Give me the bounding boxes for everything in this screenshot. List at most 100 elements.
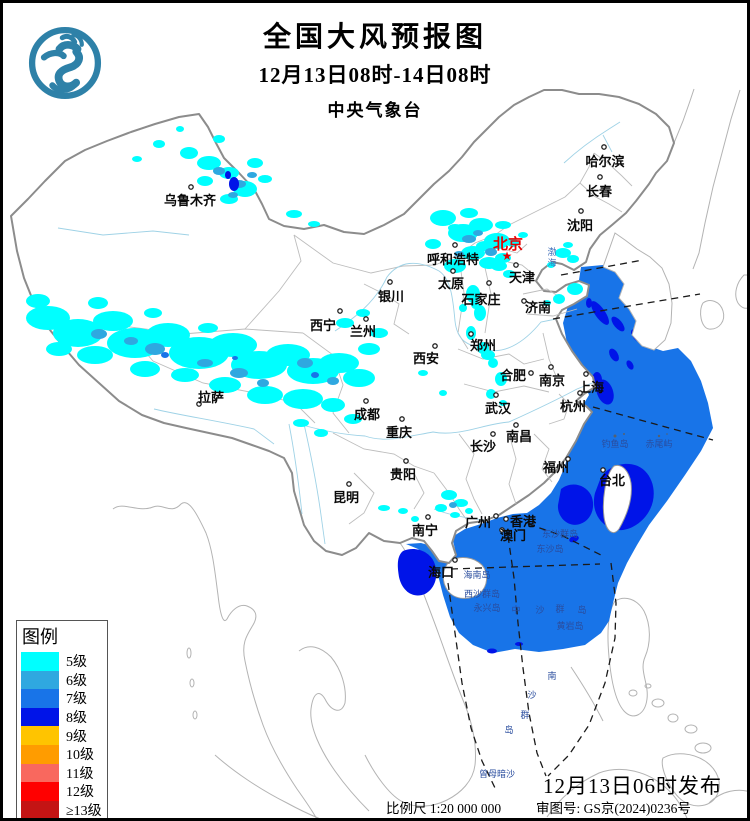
city-label: 乌鲁木齐: [164, 193, 217, 208]
city-label: 南昌: [506, 429, 532, 444]
sea-labels: 渤海钓鱼岛 赤尾屿东沙群岛东沙岛海南岛西沙群岛永兴岛中沙群岛黄岩岛南沙群岛曾母暗沙: [463, 246, 672, 779]
legend-item: ≥13级: [21, 800, 107, 818]
city-label: 澳门: [500, 528, 526, 543]
korea-outline: [602, 232, 673, 351]
sea-label: 永兴岛: [473, 602, 500, 613]
city-label: 昆明: [333, 490, 359, 505]
small-islets: [613, 433, 668, 438]
city-dot: [513, 422, 519, 428]
forecast-period: 12月13日08时-14日08时: [258, 63, 492, 87]
map-scale: 比例尺 1:20 000 000: [386, 801, 502, 816]
taiwan-island: [602, 464, 632, 533]
city-label: 银川: [378, 289, 404, 304]
legend-label: 6级: [66, 673, 87, 689]
map-approval-number: 审图号: GS京(2024)0236号: [536, 801, 691, 816]
legend-box: 图例 5级 6级 7级 8级 9级 10级 11级 12级 ≥13级: [16, 620, 108, 818]
city-label: 贵阳: [390, 467, 416, 482]
city-marker: 长春: [586, 174, 613, 199]
sea-label: 群: [555, 603, 564, 614]
city-label: 武汉: [485, 401, 512, 416]
sea-label: 东沙岛: [536, 543, 563, 554]
city-label: 福州: [542, 460, 569, 475]
foreign-coastlines: [112, 88, 747, 818]
sea-label: 渤海: [547, 246, 556, 268]
city-dot: [363, 316, 369, 322]
city-label: 郑州: [470, 338, 496, 353]
city-dot: [346, 481, 352, 487]
city-label: 南宁: [412, 523, 438, 538]
city-marker: 武汉: [485, 392, 512, 416]
cma-logo: [23, 21, 107, 105]
sea-label: 岛: [577, 604, 586, 615]
city-marker: 海口: [428, 557, 458, 580]
legend-swatch: [21, 782, 59, 801]
legend-item: 10级: [21, 744, 107, 764]
city-dot: [597, 174, 603, 180]
city-marker: 南宁: [412, 514, 438, 538]
city-marker: 福州: [542, 456, 571, 475]
city-marker: 重庆: [386, 416, 412, 440]
sea-label: 海南岛: [463, 569, 490, 580]
issue-time: 12月13日06时发布: [543, 774, 722, 798]
city-label: 西安: [413, 351, 439, 366]
sea-label: 中: [511, 604, 520, 615]
city-marker: 南京: [539, 364, 565, 388]
city-label: 长沙: [470, 439, 496, 454]
city-dot: [196, 401, 202, 407]
capital-star-icon: ★: [502, 249, 513, 263]
city-label: 南京: [539, 373, 565, 388]
city-label: 天津: [509, 270, 535, 285]
city-marker: 兰州: [350, 316, 376, 339]
agency-name: 中央气象台: [327, 101, 423, 120]
page-title: 全国大风预报图: [262, 22, 487, 53]
city-dot: [337, 308, 343, 314]
legend-item: 11级: [21, 763, 107, 783]
city-dot: [363, 398, 369, 404]
city-dot: [583, 371, 589, 377]
sea-label: 黄岩岛: [556, 620, 583, 631]
city-label: 合肥: [500, 368, 526, 383]
legend-swatch: [21, 763, 59, 783]
capital-marker: ★北京: [493, 235, 523, 263]
city-marker: 拉萨: [196, 390, 224, 407]
legend-label: 11级: [66, 766, 94, 782]
city-marker: 石家庄: [460, 280, 501, 307]
maritime-dashed-lines: [447, 259, 714, 791]
city-label: 哈尔滨: [585, 154, 624, 169]
city-dot: [387, 279, 393, 285]
city-dot: [601, 144, 607, 150]
wind-area-land-8: [225, 171, 239, 191]
city-marker: 西安: [413, 343, 439, 366]
city-marker: 合肥: [500, 368, 534, 383]
legend-swatch: [21, 689, 59, 708]
legend-swatch: [21, 800, 59, 818]
city-marker: 长沙: [470, 431, 496, 454]
city-dot: [425, 514, 431, 520]
sea-label: 群: [520, 709, 529, 720]
legend-label: 12级: [66, 785, 94, 801]
city-dot: [399, 416, 405, 422]
legend-swatch: [21, 670, 59, 690]
sea-label: 南: [547, 670, 556, 681]
city-marker: 呼和浩特: [427, 242, 479, 267]
city-dot: [548, 364, 554, 370]
sea-label: 沙: [535, 605, 544, 615]
city-marker: 台北: [599, 467, 625, 488]
rivers: [57, 121, 621, 545]
city-label: 济南: [525, 300, 551, 315]
city-label: 太原: [437, 276, 464, 291]
city-dot: [452, 242, 458, 248]
city-marker: 昆明: [333, 481, 359, 505]
city-marker: 天津: [509, 262, 535, 285]
city-dot: [513, 262, 519, 268]
city-dot: [486, 280, 492, 286]
city-marker: 哈尔滨: [585, 144, 625, 169]
wind-area-sea-7: [406, 261, 713, 653]
city-marker: 郑州: [468, 331, 496, 353]
legend-swatch: [21, 726, 59, 745]
legend-label: 7级: [66, 692, 87, 708]
legend-title: 图例: [22, 627, 58, 647]
city-marker: 香港: [503, 514, 537, 529]
